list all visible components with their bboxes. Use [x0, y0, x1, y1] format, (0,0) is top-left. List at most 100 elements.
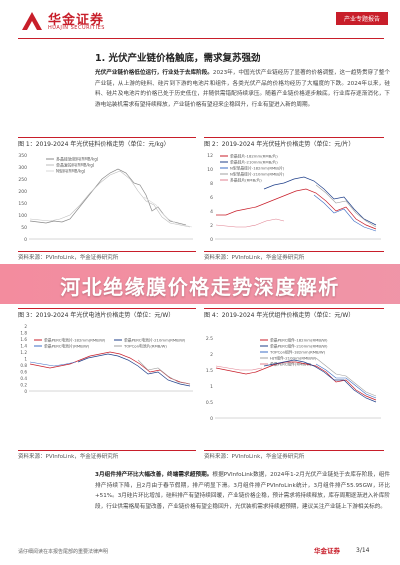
- series-line-n-182: [313, 194, 377, 232]
- chart-plot: 350 300 250 200 150 100 50 0 多晶硅致密料(RMB/…: [18, 153, 193, 243]
- chart-top-rule: [204, 308, 384, 309]
- y-tick-label: 2: [210, 352, 213, 358]
- legend-item: 单晶PERC组件(RMB/W): [270, 362, 312, 367]
- report-type-tag: 产业专题报告: [335, 12, 388, 25]
- legend-item: TOPCon组件-182mm(RMB/W): [269, 350, 326, 355]
- legend-item: 单晶硅片-210mm(RMB/片): [230, 160, 278, 165]
- series-line-module-210: [263, 359, 377, 403]
- y-tick-label: 0.6: [20, 370, 27, 375]
- footer-brand: 华金证券: [314, 547, 340, 555]
- y-tick-label: 0.4: [20, 376, 27, 381]
- chart-source: 资料来源：PVInfoLink，华金证券研究所: [204, 255, 305, 261]
- y-tick-label: 350: [18, 153, 27, 159]
- y-tick-label: 0: [24, 237, 27, 243]
- series-line-perc-210: [77, 353, 191, 387]
- chart-legend: 单晶硅片-182mm(RMB/片) 单晶硅片-210mm(RMB/片) N型单晶…: [220, 154, 285, 183]
- chart-bottom-rule: [204, 251, 384, 252]
- chart-source: 资料来源：PVInfoLink，华金证券研究所: [18, 454, 119, 460]
- series-line-polysilicon: [29, 168, 187, 226]
- chart-bottom-rule: [18, 251, 196, 252]
- chart-top-rule: [18, 308, 196, 309]
- chart-legend: 多晶硅致密料(RMB/kg) 单晶复投料(RMB/kg) N型料(RMB/kg): [46, 156, 99, 174]
- series-line-module-182: [215, 361, 377, 401]
- y-tick-label: 50: [21, 225, 27, 231]
- banner-title: 河北绝缘膜价格走势深度解析: [60, 275, 340, 299]
- chart-top-rule: [204, 137, 384, 138]
- y-tick-label: 0: [24, 389, 27, 394]
- y-tick-label: 150: [18, 201, 27, 207]
- chart-plot: 2 1.8 1.6 1.4 1.2 1 0.8 0.6 0.4 0.2 0 单晶…: [20, 324, 193, 394]
- series-line-topcon: [137, 359, 191, 385]
- demand-paragraph: 3月组件排产环比大幅改善，终端需求超预期。根据PVInfoLink数据，2024…: [95, 470, 390, 512]
- series-line-n-210: [315, 184, 377, 228]
- series-line-perc-182: [29, 351, 191, 385]
- title-banner: 河北绝缘膜价格走势深度解析: [0, 264, 400, 304]
- legend-item: 单晶PERC组件-210mm(RMB/W): [270, 344, 328, 349]
- page-number: 3/14: [356, 547, 370, 554]
- legend-item: 多晶硅片(RMB/片): [230, 178, 262, 183]
- y-tick-label: 12: [207, 153, 213, 159]
- chart-title: 图 3：2019-2024 年光伏电池片价格走势（单位：元/W）: [18, 312, 175, 319]
- chart-legend: 单晶PERC组件-182mm(RMB/W) 单晶PERC组件-210mm(RMB…: [260, 338, 328, 367]
- y-tick-label: 0: [210, 416, 213, 422]
- intro-body: 2023年，中国光伏产业链经历了显著的价格调整，这一趋势贯穿了整个产业链，从上游…: [95, 70, 390, 108]
- chart-plot: 2.5 2 1.5 1 0.5 0 单晶PERC组件-182mm(RMB/W) …: [206, 336, 381, 422]
- chart-bottom-rule: [18, 450, 196, 451]
- legend-item: 单晶PERC电池片(RMB/W): [44, 344, 90, 349]
- legend-item: 单晶PERC组件-182mm(RMB/W): [270, 338, 328, 343]
- y-tick-label: 1.8: [20, 331, 27, 336]
- section-title: 1. 光伏产业链价格触底，需求复苏强劲: [95, 53, 261, 64]
- y-tick-label: 0.8: [20, 363, 27, 368]
- chart-title: 图 2：2019-2024 年光伏硅片价格走势（单位：元/片）: [204, 141, 355, 148]
- footer-disclaimer: 请仔细阅读在本报告尾部的重要法律声明: [18, 549, 109, 555]
- y-tick-label: 1: [210, 384, 213, 390]
- y-tick-label: 0: [210, 237, 213, 243]
- series-line-wafer-210: [263, 176, 377, 226]
- y-tick-label: 200: [18, 189, 27, 195]
- legend-item: HJT组件-210mm(RMB/W): [270, 356, 317, 361]
- brand-name: 华金证券: [48, 13, 105, 28]
- y-tick-label: 1.4: [20, 344, 27, 349]
- legend-item: N型单晶硅片-210mm(RMB/片): [230, 172, 285, 177]
- chart-title: 图 1：2019-2024 年光伏硅料价格走势（单位：元/kg）: [18, 141, 170, 148]
- chart-wafer-price: 图 2：2019-2024 年光伏硅片价格走势（单位：元/片） 12 10 8 …: [204, 137, 384, 262]
- y-tick-label: 4: [210, 209, 213, 215]
- legend-item: 单晶硅片-182mm(RMB/片): [230, 154, 278, 159]
- chart-plot: 12 10 8 6 4 2 0 单晶硅片-182mm(RMB/片) 单晶硅片-2…: [207, 153, 381, 243]
- chart-top-rule: [18, 137, 196, 138]
- series-line-multi: [215, 218, 285, 228]
- y-tick-label: 2: [24, 324, 27, 329]
- legend-item: 单晶复投料(RMB/kg): [56, 162, 95, 168]
- y-tick-label: 2: [210, 223, 213, 229]
- y-tick-label: 0.2: [20, 383, 27, 388]
- y-tick-label: 100: [18, 213, 27, 219]
- y-tick-label: 1.2: [20, 350, 27, 355]
- chart-title: 图 4：2019-2024 年光伏组件价格走势（单位：元/W）: [204, 312, 355, 319]
- series-line-perc: [29, 361, 77, 367]
- y-tick-label: 1: [24, 357, 27, 362]
- legend-item: 单晶PERC电池片-210mm(RMB/W): [124, 338, 186, 343]
- y-tick-label: 10: [207, 167, 213, 173]
- header-divider: [18, 38, 384, 39]
- intro-lead: 光伏产业链价格低位运行，行业处于去库阶段。: [95, 70, 213, 76]
- y-tick-label: 2.5: [206, 336, 213, 342]
- huajin-logo-icon: [22, 12, 42, 30]
- y-tick-label: 0.5: [206, 400, 213, 406]
- chart-source: 资料来源：PVInfoLink，华金证券研究所: [18, 255, 119, 261]
- chart-bottom-rule: [204, 450, 384, 451]
- y-tick-label: 1.6: [20, 337, 27, 342]
- series-line-mono-recharge: [29, 170, 191, 228]
- legend-item: N型料(RMB/kg): [56, 168, 86, 174]
- chart-polysilicon-price: 图 1：2019-2024 年光伏硅料价格走势（单位：元/kg） 350 300…: [18, 137, 196, 262]
- chart-source: 资料来源：PVInfoLink，华金证券研究所: [204, 454, 305, 460]
- brand-name-en: HUAJIN SECURITIES: [48, 25, 105, 31]
- chart-legend: 单晶PERC电池片-182mm(RMB/W) 单晶PERC电池片-210mm(R…: [34, 338, 186, 349]
- y-tick-label: 8: [210, 181, 213, 187]
- y-tick-label: 250: [18, 177, 27, 183]
- chart-module-price: 图 4：2019-2024 年光伏组件价格走势（单位：元/W） 2.5 2 1.…: [204, 308, 384, 460]
- series-line-n-type: [143, 196, 193, 228]
- legend-item: 多晶硅致密料(RMB/kg): [56, 156, 99, 162]
- series-line-topcon-module: [315, 363, 377, 399]
- y-tick-label: 300: [18, 165, 27, 171]
- chart-cell-price: 图 3：2019-2024 年光伏电池片价格走势（单位：元/W） 2 1.8 1…: [18, 308, 196, 460]
